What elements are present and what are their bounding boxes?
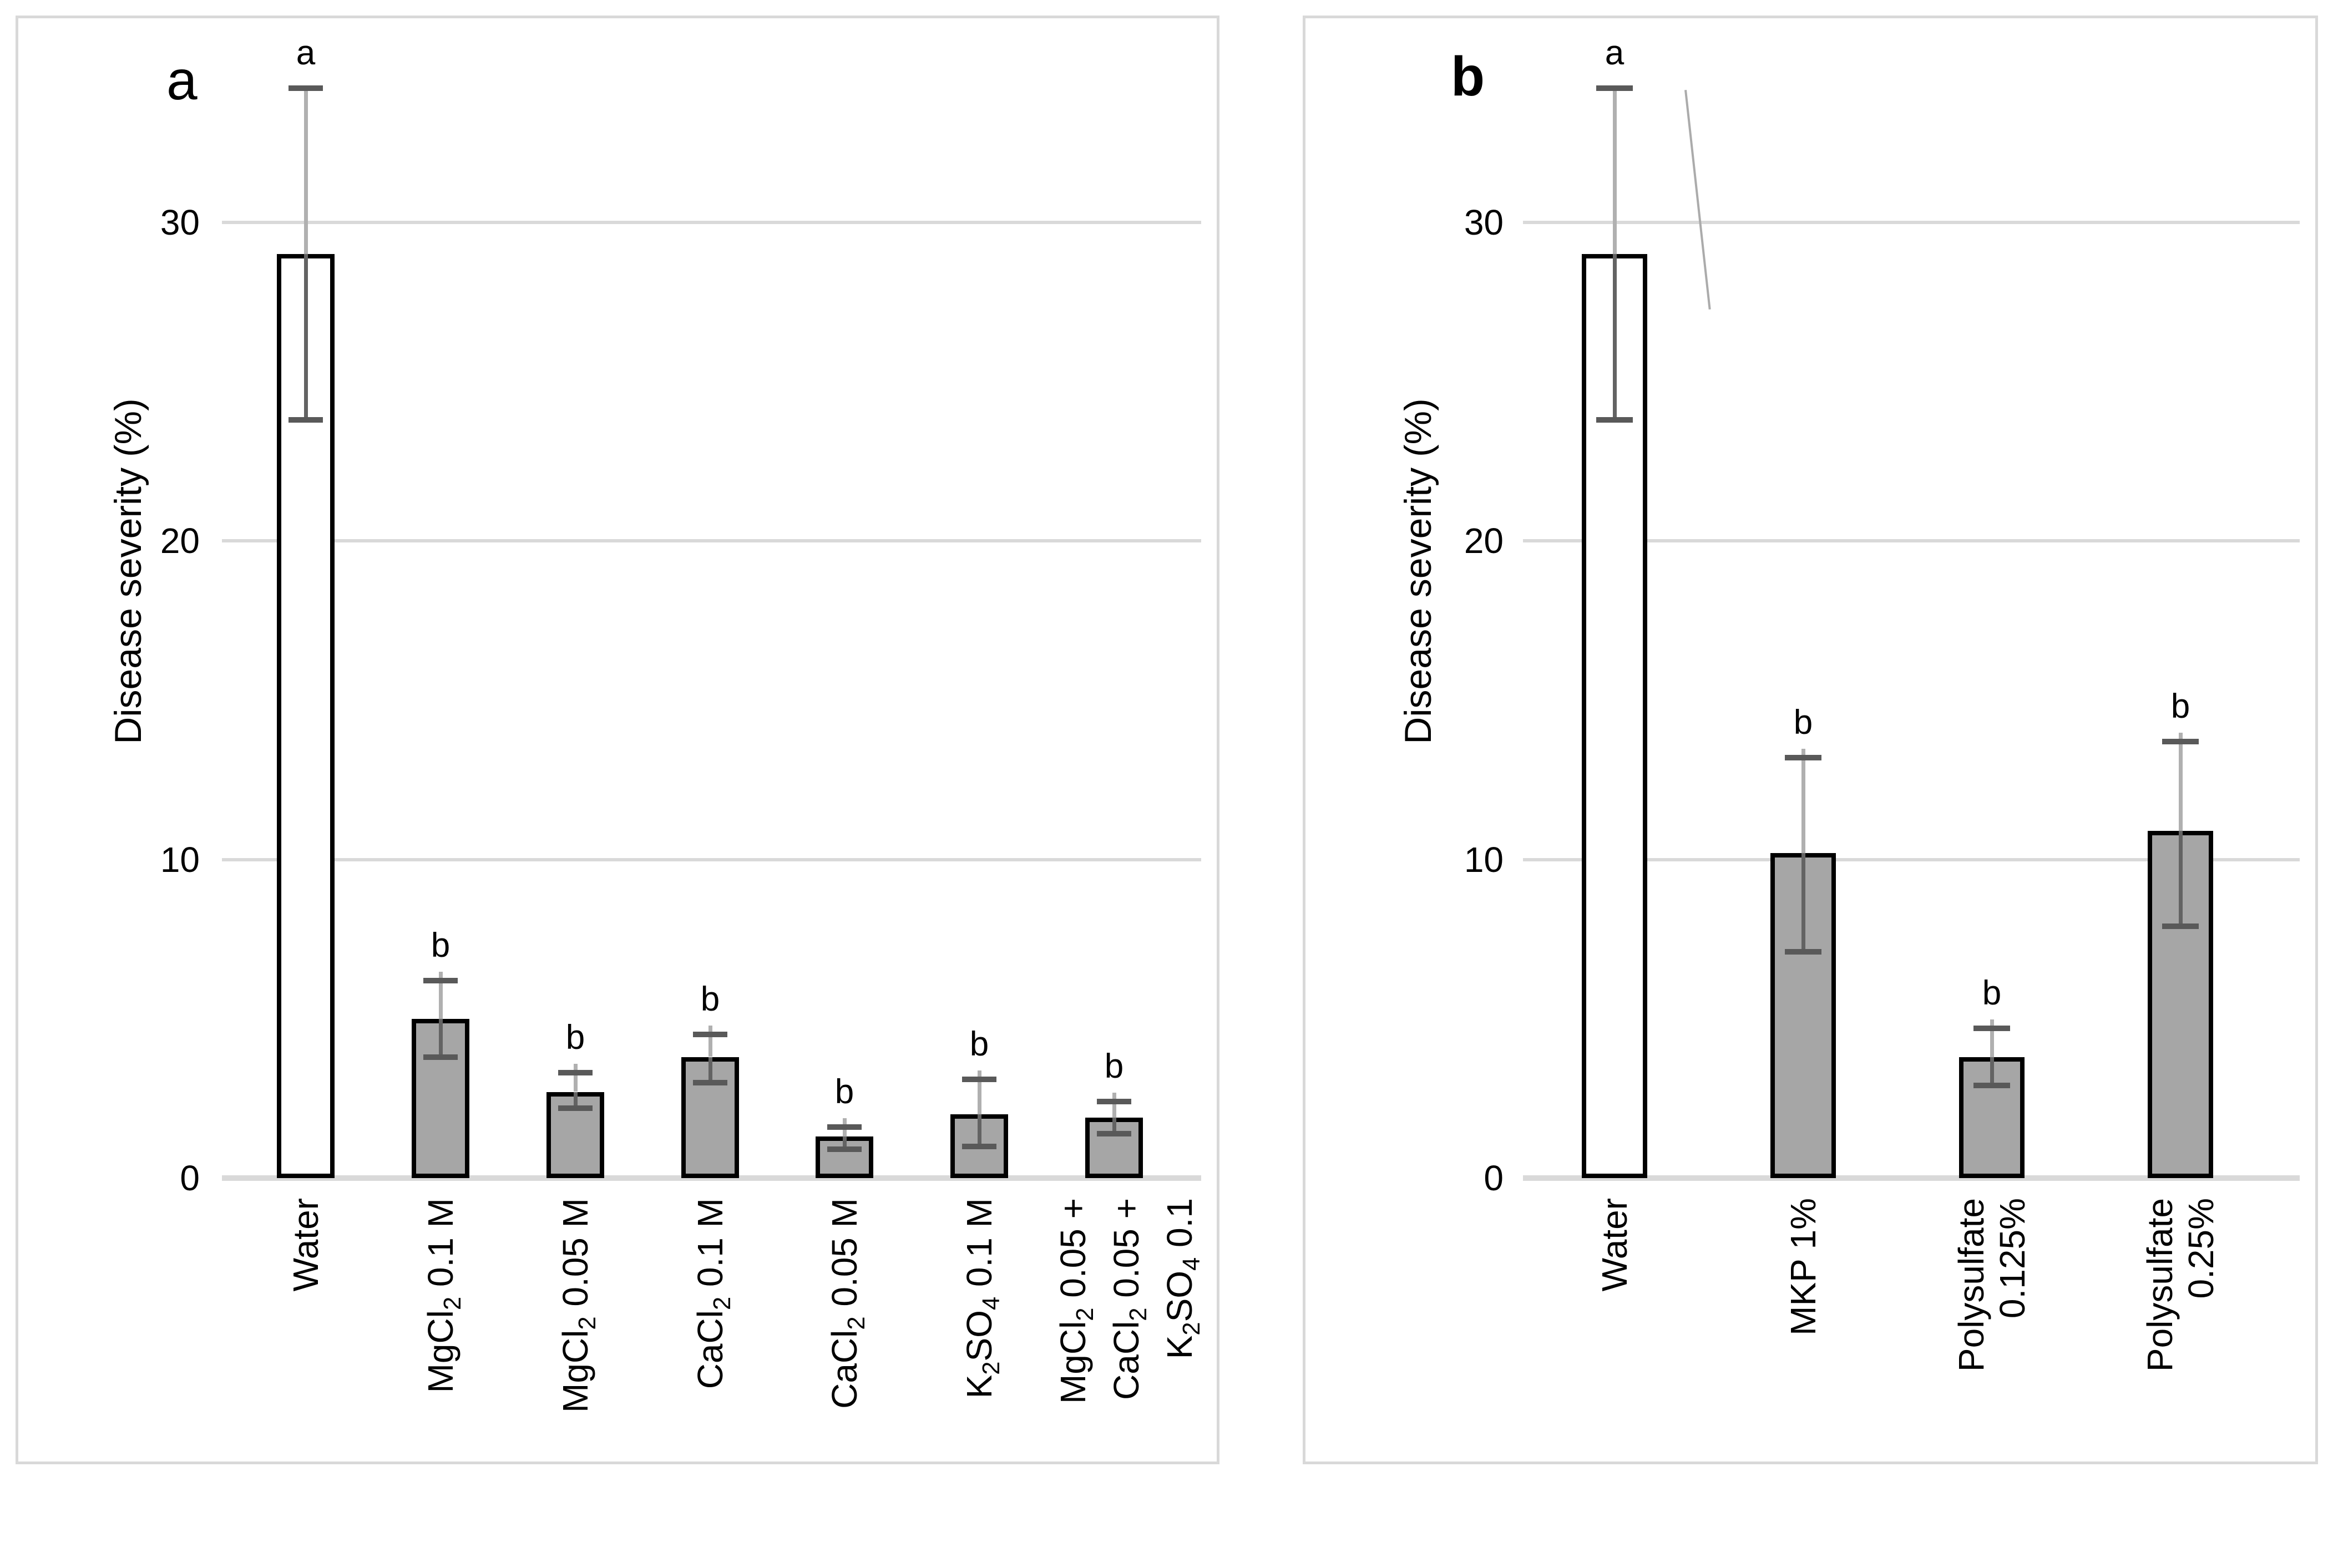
bar xyxy=(546,1092,604,1178)
error-bar-up-line xyxy=(574,1064,578,1092)
error-bar-top-cap xyxy=(1785,755,1821,760)
error-bar-top-cap xyxy=(289,85,323,91)
error-bar-up-line xyxy=(978,1070,981,1114)
y-gridline-a xyxy=(222,858,1201,861)
error-bar-bottom-cap xyxy=(2162,923,2199,929)
significance-letter: a xyxy=(1605,34,1625,72)
error-bar-top-cap xyxy=(2162,739,2199,744)
error-bar-bottom-cap xyxy=(827,1146,862,1152)
error-bar-top-cap xyxy=(1973,1026,2010,1031)
significance-letter: b xyxy=(969,1025,989,1063)
significance-letter: b xyxy=(2170,687,2190,725)
error-bar-down-line xyxy=(2179,831,2183,926)
significance-letter: b xyxy=(700,980,720,1018)
y-gridline-b xyxy=(1523,539,2300,542)
panel-a-border xyxy=(16,16,1219,1464)
y-tick-label: 30 xyxy=(1464,202,1504,242)
category-label: CaCl2 0.1 M xyxy=(690,1198,736,1389)
category-label: Water xyxy=(286,1198,326,1292)
category-label: CaCl2 0.05 M xyxy=(824,1198,870,1409)
category-label: MKP 1% xyxy=(1783,1198,1823,1336)
error-bar-down-line xyxy=(1112,1118,1116,1134)
panel-a-label: a xyxy=(166,49,198,111)
error-bar-down-line xyxy=(574,1092,578,1108)
error-bar-up-line xyxy=(2179,733,2183,831)
error-bar-bottom-cap xyxy=(423,1054,458,1060)
significance-letter: b xyxy=(1793,703,1813,742)
error-bar-top-cap xyxy=(1097,1099,1131,1104)
error-bar-down-line xyxy=(1801,853,1805,952)
error-bar-up-line xyxy=(1613,88,1617,254)
error-bar-down-line xyxy=(978,1114,981,1146)
y-gridline-b xyxy=(1523,221,2300,224)
y-tick-label: 0 xyxy=(1484,1158,1504,1198)
error-bar-up-line xyxy=(1801,749,1805,853)
panel-b-y-axis-title: Disease severity (%) xyxy=(1397,398,1439,744)
error-bar-bottom-cap xyxy=(962,1144,996,1149)
significance-letter: b xyxy=(1982,974,2002,1012)
category-label: MgCl2 0.1 M xyxy=(421,1198,466,1393)
error-bar-bottom-cap xyxy=(1785,949,1821,955)
error-bar-top-cap xyxy=(693,1032,727,1037)
y-tick-label: 10 xyxy=(1464,840,1504,880)
error-bar-up-line xyxy=(304,88,308,254)
significance-letter: b xyxy=(834,1073,854,1111)
y-tick-label: 0 xyxy=(180,1158,200,1198)
error-bar-down-line xyxy=(708,1057,712,1083)
x-axis-baseline-a xyxy=(222,1175,1201,1181)
error-bar-top-cap xyxy=(1596,85,1633,91)
significance-letter: b xyxy=(565,1018,585,1057)
error-bar-bottom-cap xyxy=(693,1080,727,1085)
error-bar-bottom-cap xyxy=(289,417,323,423)
panel-b-border xyxy=(1303,16,2318,1464)
significance-letter: b xyxy=(1104,1047,1124,1085)
y-tick-label: 20 xyxy=(160,521,200,561)
y-gridline-b xyxy=(1523,858,2300,861)
bar xyxy=(412,1019,469,1178)
error-bar-top-cap xyxy=(962,1077,996,1082)
category-label: Water xyxy=(1595,1198,1634,1292)
y-tick-label: 20 xyxy=(1464,521,1504,561)
error-bar-top-cap xyxy=(558,1070,593,1075)
panel-b-label: b xyxy=(1451,45,1485,108)
significance-letter: b xyxy=(431,926,451,965)
category-label: MgCl2 0.05 M xyxy=(555,1198,601,1413)
panel-a-y-axis-title: Disease severity (%) xyxy=(107,398,149,744)
category-label: K2SO4 0.1 M xyxy=(959,1198,1005,1399)
error-bar-down-line xyxy=(304,254,308,420)
error-bar-up-line xyxy=(1112,1093,1116,1118)
category-label: Polysulfate 0.25% xyxy=(2140,1198,2221,1372)
error-bar-top-cap xyxy=(827,1124,862,1130)
error-bar-down-line xyxy=(439,1019,443,1057)
error-bar-bottom-cap xyxy=(1097,1131,1131,1136)
error-bar-top-cap xyxy=(423,978,458,983)
y-tick-label: 10 xyxy=(160,840,200,880)
error-bar-up-line xyxy=(439,972,443,1019)
error-bar-up-line xyxy=(1990,1019,1994,1057)
category-label: MgCl2 0.05 + CaCl2 0.05 + K2SO4 0.1 xyxy=(1053,1198,1205,1404)
error-bar-down-line xyxy=(1613,254,1617,420)
significance-letter: a xyxy=(296,34,316,72)
bar xyxy=(1582,254,1647,1178)
error-bar-down-line xyxy=(843,1136,847,1149)
error-bar-up-line xyxy=(708,1026,712,1057)
error-bar-bottom-cap xyxy=(1973,1083,2010,1088)
error-bar-bottom-cap xyxy=(558,1105,593,1111)
y-gridline-a xyxy=(222,539,1201,542)
category-label: Polysulfate 0.125% xyxy=(1951,1198,2032,1372)
x-axis-baseline-b xyxy=(1523,1175,2300,1181)
error-bar-down-line xyxy=(1990,1057,1994,1086)
y-tick-label: 30 xyxy=(160,202,200,242)
error-bar-bottom-cap xyxy=(1596,417,1633,423)
y-gridline-a xyxy=(222,221,1201,224)
